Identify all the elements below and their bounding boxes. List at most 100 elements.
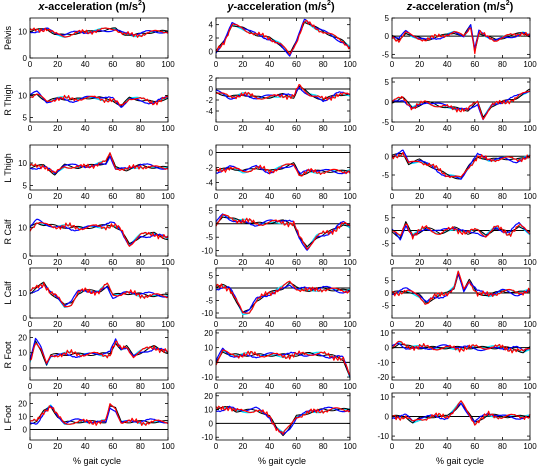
x-tick-label: 40 <box>443 192 452 201</box>
x-tick-label: 80 <box>319 320 328 329</box>
x-tick-label: 20 <box>238 124 247 133</box>
x-tick-label: 100 <box>343 60 357 69</box>
panel-r-foot-z: 0 20 40 60 80 100 -20 -10 0 10 <box>377 329 537 391</box>
x-tick-label: 40 <box>81 258 90 267</box>
panel-l-thigh-x: 0 20 40 60 80 100 5 10 <box>18 144 175 201</box>
series-line-red <box>215 214 351 250</box>
y-tick-label: 10 <box>204 406 213 415</box>
x-tick-label: 20 <box>238 258 247 267</box>
panel-r-foot-x: 0 20 40 60 80 100 0 10 20 <box>18 329 175 391</box>
x-tick-label: 80 <box>136 442 145 451</box>
x-tick-label: 20 <box>415 382 424 391</box>
x-tick-label: 100 <box>523 192 537 201</box>
x-tick-label: 100 <box>161 382 175 391</box>
x-tick-label: 60 <box>292 442 301 451</box>
series-line-blue <box>391 272 531 303</box>
x-tick-label: 100 <box>161 258 175 267</box>
x-tick-label: 100 <box>523 320 537 329</box>
x-tick-label: 40 <box>443 320 452 329</box>
series-line-red <box>29 152 169 173</box>
x-tick-label: 0 <box>214 382 219 391</box>
row-label-l-thigh: L Thigh <box>3 153 13 183</box>
row-label-r-thigh: R Thigh <box>3 84 13 115</box>
x-tick-label: 80 <box>136 258 145 267</box>
series-line-red <box>215 280 351 314</box>
x-tick-label: 60 <box>470 320 479 329</box>
x-tick-label: 0 <box>28 192 33 201</box>
series-line-red <box>391 270 531 305</box>
col-title-x-main: -acceleration (m/s <box>45 1 139 13</box>
y-tick-label: 10 <box>18 27 27 36</box>
series-line-black <box>215 85 351 101</box>
y-tick-label: 0 <box>209 220 214 229</box>
x-tick-label: 80 <box>319 258 328 267</box>
series-line-red <box>215 163 351 177</box>
y-tick-label: -5 <box>382 239 390 248</box>
y-tick-label: -10 <box>201 433 213 442</box>
y-tick-label: 0 <box>209 358 214 367</box>
y-tick-label: 0 <box>23 54 28 63</box>
series-line-red <box>215 405 351 435</box>
x-tick-label: 20 <box>53 442 62 451</box>
x-tick-label: 80 <box>136 124 145 133</box>
x-tick-label: 80 <box>136 320 145 329</box>
y-tick-label: 4 <box>209 21 214 30</box>
y-tick-label: 10 <box>18 159 27 168</box>
x-tick-label: 80 <box>319 382 328 391</box>
x-tick-label: 100 <box>161 124 175 133</box>
y-tick-label: 0 <box>385 344 390 353</box>
x-tick-label: 20 <box>415 60 424 69</box>
y-tick-label: 2 <box>209 74 214 83</box>
y-tick-label: 0 <box>23 314 28 323</box>
x-tick-label: 80 <box>498 382 507 391</box>
series-line-red <box>391 27 531 55</box>
series-line-red <box>391 151 531 179</box>
x-tick-label: 0 <box>390 60 395 69</box>
x-tick-label: 40 <box>81 382 90 391</box>
x-tick-label: 20 <box>53 382 62 391</box>
x-tick-label: 40 <box>443 258 452 267</box>
x-tick-label: 80 <box>319 60 328 69</box>
x-tick-label: 20 <box>415 442 424 451</box>
series-line-blue <box>29 337 169 365</box>
x-tick-label: 40 <box>443 382 452 391</box>
x-tick-label: 0 <box>28 382 33 391</box>
x-tick-label: 80 <box>319 192 328 201</box>
y-tick-label: 10 <box>204 344 213 353</box>
x-tick-label: 20 <box>53 192 62 201</box>
y-tick-label: -2 <box>206 96 214 105</box>
axes-frame <box>29 17 169 59</box>
y-tick-label: 0 <box>23 426 28 435</box>
x-tick-label: 0 <box>390 258 395 267</box>
x-tick-label: 20 <box>238 192 247 201</box>
x-tick-label: 100 <box>523 382 537 391</box>
x-tick-label: 100 <box>343 192 357 201</box>
axes-frame <box>391 329 531 381</box>
x-tick-label: 0 <box>390 320 395 329</box>
x-tick-label: 100 <box>523 442 537 451</box>
x-tick-label: 20 <box>53 124 62 133</box>
series-line-red <box>215 83 351 101</box>
y-tick-label: 5 <box>385 214 390 223</box>
x-tick-label: 80 <box>136 60 145 69</box>
y-tick-label: 0 <box>385 227 390 236</box>
series-line-black <box>215 162 351 176</box>
x-tick-label: 0 <box>214 442 219 451</box>
series-line-red <box>29 340 169 364</box>
x-tick-label: 40 <box>265 382 274 391</box>
x-tick-label: 40 <box>81 320 90 329</box>
x-tick-label: 100 <box>161 60 175 69</box>
y-tick-label: -5 <box>206 297 214 306</box>
y-tick-label: -5 <box>382 171 390 180</box>
y-tick-label: 0 <box>209 47 214 56</box>
col-title-y-sup: 2 <box>327 0 331 7</box>
y-tick-label: 2 <box>209 34 214 43</box>
x-tick-label: 0 <box>214 320 219 329</box>
series-line-red <box>29 282 169 308</box>
series-line-cyan <box>391 270 531 305</box>
axes-frame <box>215 204 351 257</box>
x-tick-label: 0 <box>390 442 395 451</box>
y-tick-label: -10 <box>377 432 389 441</box>
y-tick-label: 0 <box>23 252 28 261</box>
